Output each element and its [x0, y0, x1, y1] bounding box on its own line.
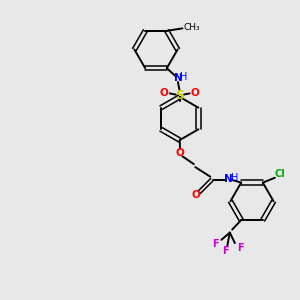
Text: Cl: Cl	[275, 169, 286, 179]
Text: S: S	[175, 89, 184, 102]
Text: F: F	[237, 243, 243, 253]
Text: CH₃: CH₃	[183, 23, 200, 32]
Text: F: F	[222, 246, 229, 256]
Text: O: O	[160, 88, 169, 98]
Text: N: N	[224, 173, 233, 184]
Text: N: N	[173, 74, 182, 83]
Text: O: O	[175, 148, 184, 158]
Text: H: H	[180, 72, 188, 82]
Text: F: F	[212, 239, 219, 249]
Text: H: H	[231, 172, 239, 183]
Text: O: O	[192, 190, 201, 200]
Text: O: O	[191, 88, 200, 98]
